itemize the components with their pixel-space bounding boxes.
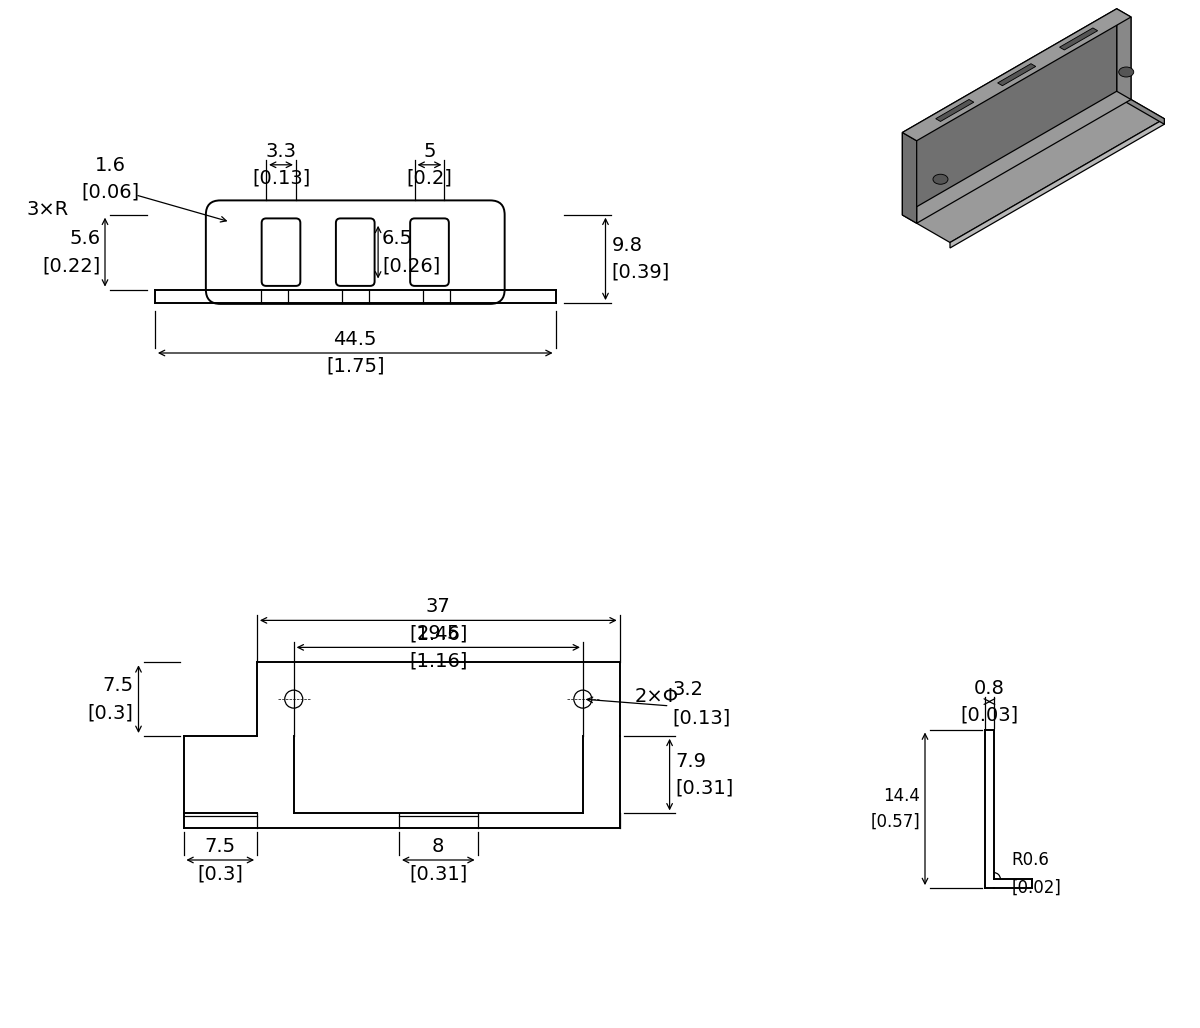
Text: [1.75]: [1.75] bbox=[326, 357, 384, 376]
Text: [0.3]: [0.3] bbox=[197, 864, 244, 883]
Text: [0.39]: [0.39] bbox=[612, 263, 670, 282]
Text: 3.3: 3.3 bbox=[265, 142, 296, 160]
Text: [0.3]: [0.3] bbox=[88, 703, 133, 722]
Text: 7.5: 7.5 bbox=[102, 676, 133, 695]
Polygon shape bbox=[902, 91, 1164, 243]
Text: 5: 5 bbox=[424, 142, 436, 160]
Text: [0.06]: [0.06] bbox=[82, 183, 139, 201]
Text: [1.46]: [1.46] bbox=[409, 624, 468, 644]
Polygon shape bbox=[902, 133, 917, 223]
Text: 14.4: 14.4 bbox=[883, 786, 920, 805]
Polygon shape bbox=[936, 100, 974, 121]
Text: 7.9: 7.9 bbox=[676, 751, 707, 771]
Text: 0.8: 0.8 bbox=[974, 678, 1004, 698]
Text: 2×Φ: 2×Φ bbox=[635, 687, 679, 706]
Text: 6.5: 6.5 bbox=[382, 229, 413, 248]
Text: 29.5: 29.5 bbox=[416, 624, 460, 644]
Text: [0.2]: [0.2] bbox=[407, 169, 452, 188]
Text: 44.5: 44.5 bbox=[334, 330, 377, 348]
Polygon shape bbox=[1060, 28, 1098, 50]
Ellipse shape bbox=[932, 175, 948, 184]
Text: R0.6: R0.6 bbox=[1012, 851, 1050, 870]
Polygon shape bbox=[917, 17, 1130, 223]
Text: 37: 37 bbox=[426, 597, 451, 617]
Text: [1.16]: [1.16] bbox=[409, 652, 468, 670]
Polygon shape bbox=[950, 119, 1164, 248]
Ellipse shape bbox=[1118, 67, 1134, 77]
Text: 9.8: 9.8 bbox=[612, 235, 642, 255]
Text: [0.26]: [0.26] bbox=[382, 256, 440, 276]
Text: [0.31]: [0.31] bbox=[676, 778, 734, 798]
Text: [0.31]: [0.31] bbox=[409, 864, 468, 883]
Text: [0.22]: [0.22] bbox=[43, 256, 101, 276]
Text: 1.6: 1.6 bbox=[95, 156, 126, 175]
Text: [0.13]: [0.13] bbox=[673, 709, 731, 728]
Polygon shape bbox=[997, 64, 1036, 85]
Text: 7.5: 7.5 bbox=[205, 837, 236, 856]
Polygon shape bbox=[902, 9, 1130, 141]
Text: [0.13]: [0.13] bbox=[252, 169, 310, 188]
Text: 5.6: 5.6 bbox=[70, 229, 101, 248]
Polygon shape bbox=[1117, 91, 1164, 124]
Text: 8: 8 bbox=[432, 837, 444, 856]
Polygon shape bbox=[902, 9, 1117, 215]
Text: 3.2: 3.2 bbox=[673, 680, 703, 699]
Text: [0.02]: [0.02] bbox=[1012, 879, 1062, 897]
Text: [0.03]: [0.03] bbox=[960, 705, 1019, 725]
Text: 3×R: 3×R bbox=[26, 200, 68, 219]
Polygon shape bbox=[1117, 9, 1130, 100]
Text: [0.57]: [0.57] bbox=[870, 813, 920, 831]
